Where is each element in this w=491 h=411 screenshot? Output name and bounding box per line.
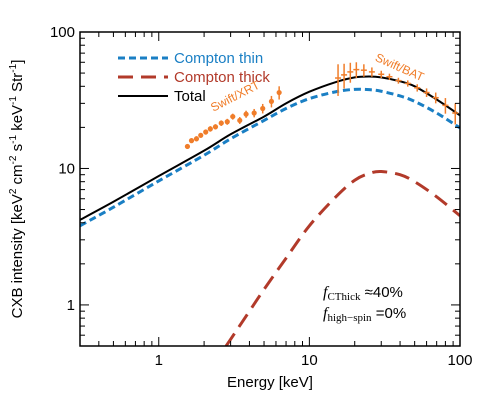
y-axis-title-superscript: -1 (8, 135, 19, 144)
data-points-layer (184, 62, 459, 150)
annotations: fCThick ≈40%fhigh−spin =0% (323, 284, 406, 324)
y-axis-title-text: CXB intensity [keV (9, 194, 26, 318)
swift-xrt-point (224, 119, 230, 125)
y-axis-title-text: s (9, 144, 26, 156)
swift-xrt-point (218, 120, 224, 126)
swift-xrt-point (237, 117, 243, 124)
y-axis-title-superscript: -1 (8, 96, 19, 105)
annotation-symbol: f (323, 284, 330, 301)
annotation: fCThick ≈40% (323, 284, 403, 303)
y-axis-title: CXB intensity [keV2 cm-2 s-1 keV-1 Str-1… (8, 60, 26, 319)
swift-xrt-point (276, 89, 282, 96)
y-axis-title-text: cm (9, 164, 26, 188)
y-axis-title-superscript: 2 (8, 188, 19, 194)
x-axis-title: Energy [keV] (227, 374, 313, 391)
legend-label: Total (174, 88, 206, 105)
swift-xrt-point (260, 105, 266, 112)
annotation-subscript: CThick (327, 291, 360, 303)
swift-xrt-point (212, 124, 219, 130)
y-tick-label: 10 (58, 160, 75, 177)
swift-xrt-point (207, 126, 213, 132)
swift-bat-label: Swift/BAT (373, 50, 427, 84)
y-tick-label: 1 (67, 297, 75, 314)
x-tick-label: 1 (155, 352, 163, 369)
annotation-subscript: high−spin (327, 312, 372, 324)
x-tick-label: 10 (301, 352, 318, 369)
x-tick-label: 100 (447, 352, 472, 369)
annotation-value: =0% (372, 305, 407, 322)
y-tick-label: 100 (50, 24, 75, 41)
legend: Compton thin Compton thick Total (118, 50, 270, 105)
y-axis-title-text: ] (9, 60, 26, 64)
swift-xrt-point (251, 110, 257, 116)
legend-label: Compton thin (174, 50, 263, 67)
swift-xrt-point (203, 129, 209, 135)
y-axis-title-superscript: -2 (8, 155, 19, 164)
swift-xrt-point (243, 111, 249, 117)
swift-xrt-point (193, 136, 200, 142)
legend-label: Compton thick (174, 69, 270, 86)
swift-xrt-point (184, 143, 191, 150)
y-axis-title-text: keV (9, 105, 26, 135)
annotation-symbol: f (323, 305, 330, 322)
swift-xrt-point (198, 132, 204, 138)
y-axis-title-superscript: -1 (8, 63, 19, 72)
y-axis-title-text: Str (9, 73, 26, 96)
swift-xrt-point (268, 98, 275, 105)
annotation-value: ≈40% (360, 284, 402, 301)
swift-xrt-point (230, 113, 236, 120)
annotation: fhigh−spin =0% (323, 305, 406, 324)
axes: 1 10 100 1 10 100 Energy [keV] CXB intensity [k… (8, 24, 473, 391)
swift-xrt-point (188, 138, 195, 144)
plot-frame (79, 31, 461, 347)
series-line-compton-thin (80, 87, 460, 228)
